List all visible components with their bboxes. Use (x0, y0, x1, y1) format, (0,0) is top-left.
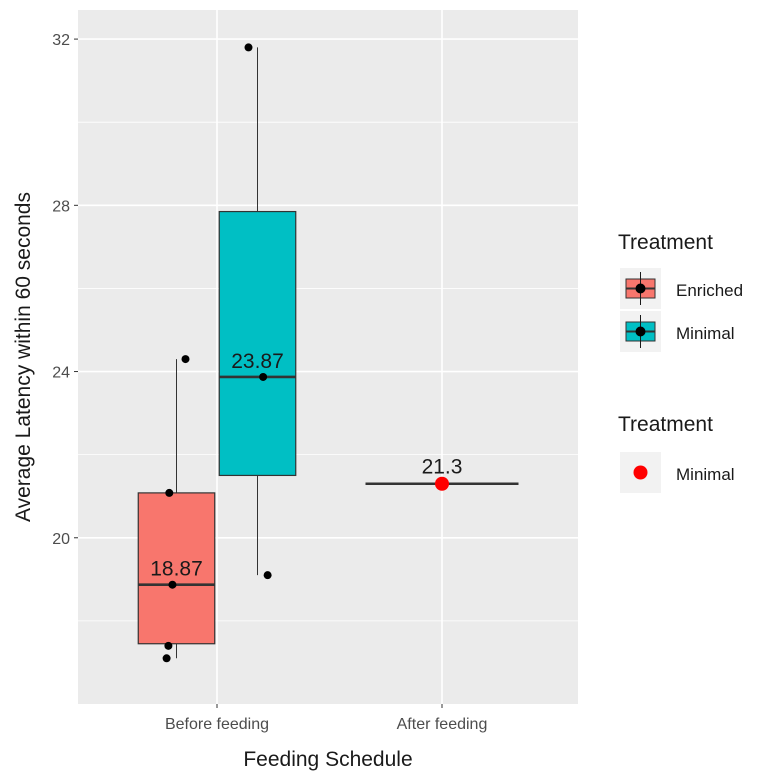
major-gridlines (78, 10, 578, 704)
legend-key-enriched (620, 268, 661, 309)
legend-treatment-fill: Treatment Enriched Minimal (618, 231, 743, 352)
x-tick-label: After feeding (397, 716, 488, 733)
median-label: 18.87 (150, 558, 203, 581)
y-tick-label: 24 (52, 365, 70, 382)
y-tick-label: 20 (52, 531, 70, 548)
x-axis-ticks: Before feeding After feeding (165, 704, 487, 733)
legend-key-minimal (620, 311, 661, 352)
legend-key-minimal-point (620, 452, 661, 493)
legend-treatment-point: Treatment Minimal (618, 413, 735, 493)
data-point (164, 641, 173, 650)
data-point (181, 355, 190, 364)
y-tick-label: 28 (52, 198, 70, 215)
after-label: 21.3 (422, 456, 463, 479)
data-point (162, 654, 171, 663)
after-point (435, 476, 449, 491)
data-point (165, 488, 174, 497)
legend-label: Minimal (676, 465, 735, 484)
after-feeding-series: 21.3 (365, 456, 519, 491)
legend-title: Treatment (618, 231, 713, 254)
legend-title: Treatment (618, 413, 713, 436)
data-point (263, 571, 272, 580)
y-axis-title: Average Latency within 60 seconds (12, 192, 35, 522)
y-axis-ticks: 20 24 28 32 (52, 32, 78, 548)
y-tick-label: 32 (52, 32, 70, 49)
data-point (259, 372, 268, 381)
data-point (244, 43, 253, 52)
legend-label: Minimal (676, 324, 735, 343)
legend-label: Enriched (676, 281, 743, 300)
box-minimal (218, 210, 297, 477)
x-tick-label: Before feeding (165, 716, 269, 733)
box-enriched (137, 492, 216, 645)
boxplots: 18.87 23.87 (137, 43, 297, 663)
median-label: 23.87 (231, 350, 284, 373)
x-axis-title: Feeding Schedule (243, 748, 412, 771)
data-point (168, 580, 177, 589)
